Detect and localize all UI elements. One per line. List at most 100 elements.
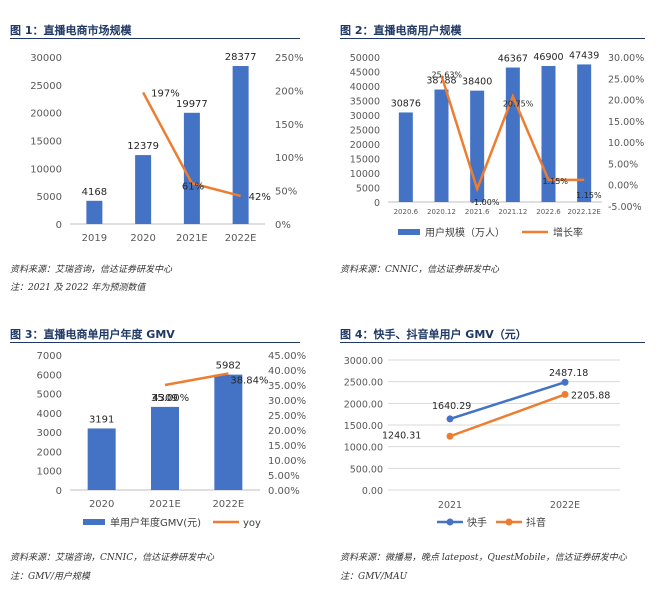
chart-1-y-tick: 15000: [30, 137, 62, 148]
chart-2-y-tick: 15000: [350, 155, 380, 166]
chart-1-bar: [183, 112, 200, 224]
chart-1-y2-tick: 250%: [275, 53, 304, 64]
chart-4-y-tick: 1500.00: [344, 421, 383, 432]
chart-4-y-tick: 2500.00: [344, 378, 383, 389]
chart-2-growth-label: 1.15%: [543, 177, 569, 186]
chart-3-x-tick: 2022E: [212, 499, 244, 510]
chart-2-bar: [505, 67, 520, 202]
chart-4-legend-marker-kuaishou: [446, 518, 454, 526]
chart-2-x-tick: 2020.12: [427, 208, 456, 216]
chart-2-legend-bar-swatch: [398, 229, 420, 235]
chart-1-y2-tick: 50%: [275, 187, 297, 198]
chart-2-y-tick: 30000: [350, 111, 380, 122]
chart-4-point: [446, 415, 454, 423]
chart-3-y2-tick: 45.00%: [268, 351, 306, 362]
chart-1-bar-label: 12379: [127, 141, 159, 152]
chart-2-bar: [398, 112, 413, 202]
chart-1-y-tick: 20000: [30, 109, 62, 120]
chart-3-bar-label: 3191: [89, 414, 114, 425]
chart-3-bar-label: 5982: [216, 361, 241, 372]
chart-1-x-tick: 2022E: [225, 233, 257, 244]
chart-3-y2-tick: 30.00%: [268, 396, 306, 407]
panel-4-note: 注：GMV/MAU: [340, 572, 408, 582]
chart-2-y2-tick: 15.00%: [608, 117, 644, 128]
chart-3-y2-tick: 20.00%: [268, 426, 306, 437]
chart-1-x-tick: 2021E: [176, 233, 208, 244]
chart-1-y-tick: 25000: [30, 81, 62, 92]
chart-3-bar-label: 4309: [152, 393, 177, 404]
chart-2-y-tick: 45000: [350, 68, 380, 79]
chart-4-point: [561, 390, 569, 398]
chart-1-y-tick: 30000: [30, 53, 62, 64]
chart-2-y2-tick: 5.00%: [608, 159, 638, 170]
panel-3-note: 注：GMV/用户规模: [10, 572, 90, 582]
panel-3-source: 资料来源：艾瑞咨询，CNNIC，信达证券研发中心: [10, 553, 215, 563]
chart-3-y2-tick: 25.00%: [268, 411, 306, 422]
chart-4-point: [561, 378, 569, 386]
panel-4-title-rule: [340, 342, 645, 343]
chart-2-y2-tick: 25.00%: [608, 74, 644, 85]
panel-1-title: 图 1：直播电商市场规模: [10, 24, 132, 37]
chart-2-bar-label: 38400: [462, 77, 492, 88]
chart-3-y-tick: 0: [56, 486, 62, 497]
chart-3-y2-tick: 15.00%: [268, 441, 306, 452]
chart-3-y-tick: 6000: [37, 370, 62, 381]
chart-2-y-tick: 25000: [350, 126, 380, 137]
chart-1-x-tick: 2020: [130, 233, 155, 244]
chart-2-legend-line-label: 增长率: [553, 226, 583, 239]
chart-1-y2-tick: 200%: [275, 86, 304, 97]
chart-3-y2-tick: 35.00%: [268, 381, 306, 392]
chart-2-bar-label: 46900: [533, 52, 563, 63]
chart-4-point: [446, 432, 454, 440]
chart-3-bar: [214, 374, 243, 490]
chart-3-y2-tick: 5.00%: [268, 471, 300, 482]
chart-3-y-tick: 4000: [37, 409, 62, 420]
chart-2-y-tick: 35000: [350, 97, 380, 108]
chart-4-point-label: 2205.88: [571, 390, 610, 401]
chart-1-bar-label: 28377: [225, 52, 257, 63]
chart-2-growth-label: 20.75%: [503, 99, 534, 108]
chart-4-point-label: 1640.29: [432, 401, 471, 412]
chart-3-y-tick: 5000: [37, 390, 62, 401]
chart-1-x-tick: 2019: [82, 233, 107, 244]
chart-2-y2-tick: 20.00%: [608, 96, 644, 107]
chart-1-bar: [232, 66, 249, 224]
chart-3-bar: [87, 428, 116, 490]
chart-2-y-tick: 0: [374, 198, 380, 209]
chart-3-legend-line-label: yoy: [243, 518, 261, 529]
chart-4-series-line: [449, 381, 566, 421]
chart-2-x-tick: 2021.6: [465, 208, 490, 216]
chart-4-series-line: [449, 393, 566, 438]
chart-4-y-tick: 0.00: [362, 486, 383, 497]
chart-2-y2-tick: 10.00%: [608, 138, 644, 149]
chart-2-bar: [434, 89, 449, 202]
chart-3-y2-tick: 10.00%: [268, 456, 306, 467]
panel-2-source: 资料来源：CNNIC，信达证券研发中心: [340, 265, 500, 275]
chart-4-point-label: 2487.18: [549, 368, 588, 379]
chart-2-x-tick: 2021.12: [498, 208, 527, 216]
chart-1-y2-tick: 100%: [275, 153, 304, 164]
chart-2-y-tick: 10000: [350, 169, 380, 180]
panel-1-source: 资料来源：艾瑞咨询，信达证券研发中心: [10, 265, 173, 275]
chart-4-y-tick: 2000.00: [344, 399, 383, 410]
panel-3-title: 图 3：直播电商单用户年度 GMV: [10, 328, 175, 341]
chart-2-bar: [577, 64, 592, 202]
chart-3-legend-bar-swatch: [83, 519, 105, 525]
chart-4-y-tick: 3000.00: [344, 356, 383, 367]
chart-1-y2-tick: 150%: [275, 120, 304, 131]
chart-3-yoy-label: 38.84%: [230, 375, 268, 386]
chart-2-y-tick: 5000: [356, 184, 380, 195]
chart-3-y2-tick: 40.00%: [268, 366, 306, 377]
chart-1-growth-label: 61%: [182, 181, 204, 192]
chart-2-y2-tick: 30.00%: [608, 53, 644, 64]
chart-2-growth-label: 1.15%: [576, 191, 602, 200]
chart-2-bar-label: 47439: [569, 50, 599, 61]
chart-2-bar-label: 46367: [498, 54, 528, 65]
chart-1-growth-label: 197%: [151, 88, 180, 99]
chart-4-y-tick: 1000.00: [344, 443, 383, 454]
chart-4-legend-label: 抖音: [526, 516, 546, 529]
chart-1-y2-tick: 0%: [275, 220, 291, 231]
chart-2-x-tick: 2022.6: [536, 208, 561, 216]
chart-3-y-tick: 1000: [37, 467, 62, 478]
chart-1-bar-label: 19977: [176, 99, 208, 110]
